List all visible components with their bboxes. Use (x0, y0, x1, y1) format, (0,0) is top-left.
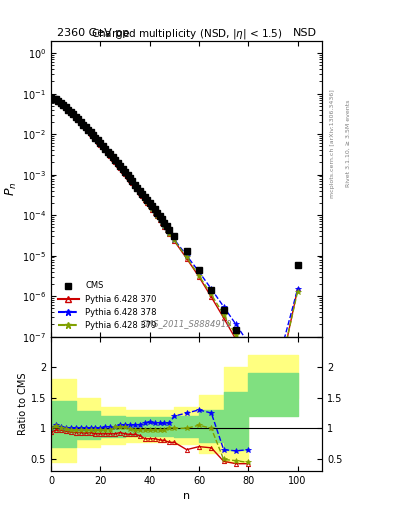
X-axis label: n: n (183, 492, 190, 501)
Text: NSD: NSD (293, 28, 317, 38)
Title: Charged multiplicity (NSD, $|\eta|$ < 1.5): Charged multiplicity (NSD, $|\eta|$ < 1.… (91, 27, 283, 41)
Legend: CMS, Pythia 6.428 370, Pythia 6.428 378, Pythia 6.428 379: CMS, Pythia 6.428 370, Pythia 6.428 378,… (55, 279, 159, 332)
Y-axis label: Ratio to CMS: Ratio to CMS (18, 373, 28, 435)
Text: Rivet 3.1.10, ≥ 3.5M events: Rivet 3.1.10, ≥ 3.5M events (346, 100, 351, 187)
Text: mcplots.cern.ch [arXiv:1306.3436]: mcplots.cern.ch [arXiv:1306.3436] (330, 89, 335, 198)
Y-axis label: $P_n$: $P_n$ (4, 182, 19, 196)
Text: CMS_2011_S8884919: CMS_2011_S8884919 (141, 319, 232, 328)
Text: 2360 GeV pp: 2360 GeV pp (57, 28, 129, 38)
